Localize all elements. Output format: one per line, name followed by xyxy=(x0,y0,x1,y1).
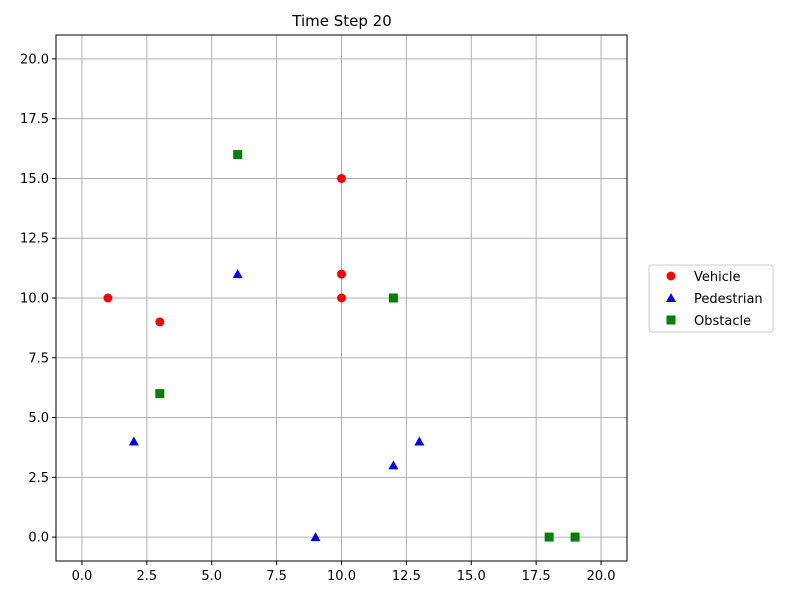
vehicle-point xyxy=(155,317,165,327)
x-tick-label: 17.5 xyxy=(522,569,551,584)
x-tick-label: 2.5 xyxy=(136,569,157,584)
pedestrian-point xyxy=(128,436,139,446)
y-tick-label: 17.5 xyxy=(20,112,49,127)
obstacle-point xyxy=(233,150,243,160)
pedestrian-point xyxy=(310,532,321,542)
x-tick-label: 15.0 xyxy=(457,569,486,584)
legend-box xyxy=(648,264,774,333)
data-points xyxy=(103,150,580,542)
y-tick-label: 15.0 xyxy=(20,172,49,187)
legend-vehicle-marker xyxy=(666,271,676,281)
legend-obstacle-label: Obstacle xyxy=(694,314,751,329)
y-tick-label: 2.5 xyxy=(28,471,49,486)
legend-pedestrian-marker xyxy=(666,293,676,302)
x-tick-label: 5.0 xyxy=(201,569,222,584)
pedestrian-point xyxy=(232,269,243,279)
pedestrian-point xyxy=(414,436,425,446)
y-tick-label: 7.5 xyxy=(28,351,49,366)
vehicle-point xyxy=(337,269,346,279)
y-tick-label: 10.0 xyxy=(20,292,49,307)
pedestrian-point xyxy=(388,460,399,470)
legend-vehicle-label: Vehicle xyxy=(694,270,741,285)
obstacle-point xyxy=(570,532,580,542)
obstacle-point xyxy=(544,532,554,542)
x-tick-label: 10.0 xyxy=(327,569,356,584)
axes: 0.0 2.5 5.0 7.5 10.0 12.5 15.0 17.5 20.0 0.0 2.5 5.… xyxy=(20,52,615,584)
vehicle-point xyxy=(337,293,346,303)
y-tick-label: 12.5 xyxy=(20,232,49,247)
y-tick-label: 5.0 xyxy=(28,411,49,426)
vehicle-point xyxy=(103,293,113,303)
legend: Vehicle Pedestrian Obstacle xyxy=(648,264,774,333)
y-tick-label: 20.0 xyxy=(20,52,49,67)
chart-title: Time Step 20 xyxy=(291,12,392,30)
x-tick-label: 12.5 xyxy=(392,569,421,584)
vehicle-point xyxy=(337,173,346,183)
legend-pedestrian-label: Pedestrian xyxy=(694,292,763,307)
x-tick-label: 20.0 xyxy=(587,569,616,584)
legend-obstacle-marker xyxy=(666,315,676,325)
obstacle-point xyxy=(155,389,165,399)
y-tick-label: 0.0 xyxy=(28,531,49,546)
x-tick-label: 7.5 xyxy=(266,569,287,584)
obstacle-point xyxy=(388,293,398,303)
x-tick-label: 0.0 xyxy=(72,569,93,584)
